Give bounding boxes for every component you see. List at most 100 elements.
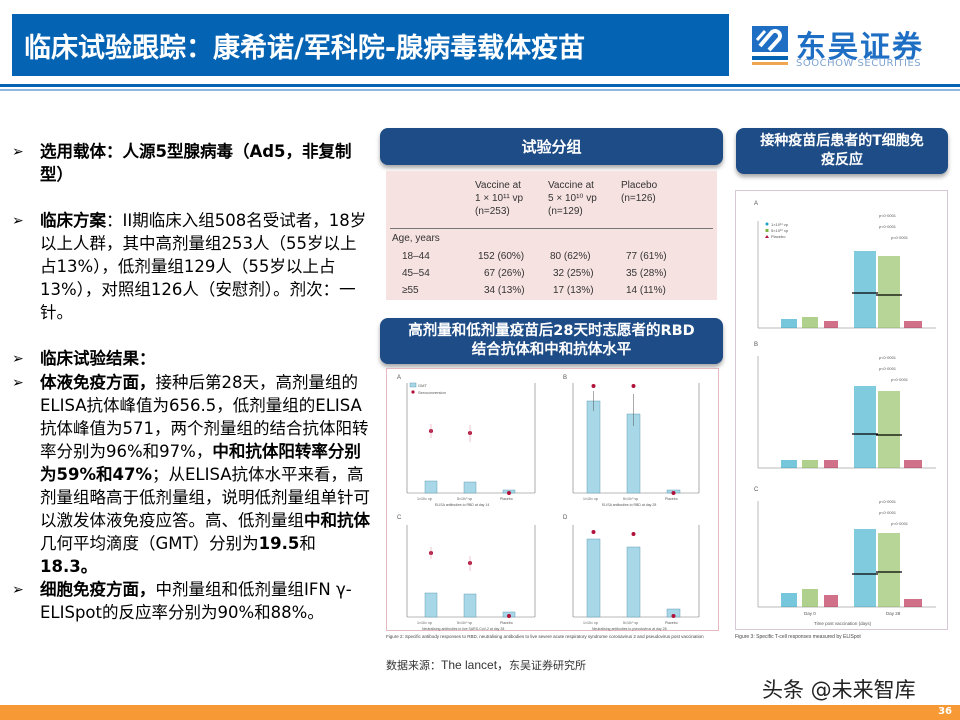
svg-text:1×10¹¹ vp: 1×10¹¹ vp (417, 497, 432, 501)
table-cell: 14 (11%) (626, 285, 666, 296)
svg-text:ELISA antibodies to RBD at day: ELISA antibodies to RBD at day 14 (435, 503, 489, 507)
svg-text:C: C (754, 487, 759, 493)
arrow-bullet-icon: ➢ (12, 213, 24, 229)
svg-text:p<0·0001: p<0·0001 (879, 366, 897, 371)
table-col-header: Vaccine at 1 × 10¹¹ vp (n=253) (475, 180, 524, 217)
arrow-bullet-icon: ➢ (12, 375, 24, 391)
svg-text:ELISA antibodies to RBD at day: ELISA antibodies to RBD at day 28 (602, 503, 656, 507)
arrow-bullet-icon: ➢ (12, 582, 24, 598)
svg-text:p<0·0001: p<0·0001 (891, 235, 909, 240)
svg-text:p<0·0001: p<0·0001 (891, 521, 909, 526)
svg-text:p<0·0001: p<0·0001 (879, 499, 897, 504)
bullet-text: 几何平均滴度（GMT）分别为 (40, 534, 259, 553)
table-header: Vaccine at 1 × 10¹¹ vp (n=253) Vaccine at 5… (390, 179, 713, 229)
left-text-column: ➢ 选用载体：人源5型腺病毒（Ad5，非复制型） ➢ 临床方案：II期临床入组5… (12, 140, 372, 624)
svg-text:Placebo: Placebo (500, 497, 513, 501)
bullet-label: 临床方案 (40, 211, 106, 230)
svg-text:GMT: GMT (418, 383, 427, 388)
tcell-scatter-plots: A 1×10¹¹ vp 5×10¹⁰ vp Placebo p<0·0001 p… (754, 201, 936, 626)
bullet-label: 选用载体： (40, 142, 123, 161)
arrow-bullet-icon: ➢ (12, 144, 24, 160)
svg-text:p<0·0001: p<0·0001 (879, 224, 897, 229)
groups-panel-title: 试验分组 (380, 128, 723, 165)
svg-text:5×10¹⁰ vp: 5×10¹⁰ vp (457, 497, 472, 501)
svg-text:p<0·0001: p<0·0001 (879, 213, 897, 218)
table-cell: 34 (13%) (484, 285, 525, 296)
table-cell: 67 (26%) (484, 268, 525, 279)
bullet-humoral: ➢ 体液免疫方面，接种后第28天，高剂量组的ELISA抗体峰值为656.5，低剂… (12, 371, 372, 578)
bullet-label: 临床试验结果： (40, 349, 156, 368)
bullet-label: 细胞免疫方面， (40, 580, 156, 599)
svg-text:5×10¹⁰ vp: 5×10¹⁰ vp (771, 228, 789, 233)
table-row: ≥55 34 (13%) 17 (13%) 14 (11%) (386, 285, 717, 303)
panel-title-text: 试验分组 (521, 138, 582, 156)
svg-text:1×10¹¹ vp: 1×10¹¹ vp (583, 497, 598, 501)
table-cell: 77 (61%) (626, 251, 667, 262)
svg-text:p<0·0001: p<0·0001 (879, 355, 897, 360)
table-row: 18–44 152 (60%) 80 (62%) 77 (61%) (386, 251, 717, 269)
table-cell: 35 (28%) (626, 268, 667, 279)
svg-text:Placebo: Placebo (771, 234, 786, 239)
antibody-panel-title: 高剂量和低剂量疫苗后28天时志愿者的RBD 结合抗体和中和抗体水平 (380, 318, 723, 364)
svg-text:5×10¹⁰ vp: 5×10¹⁰ vp (623, 497, 638, 501)
table-cell: ≥55 (402, 285, 419, 296)
svg-text:Day 28: Day 28 (886, 611, 901, 616)
panel-title-line2: 疫反应 (821, 152, 863, 168)
svg-text:1×10¹¹ vp: 1×10¹¹ vp (771, 222, 789, 227)
table-col-header: Vaccine at 5 × 10¹⁰ vp (n=129) (548, 180, 597, 217)
table-cell: 80 (62%) (550, 251, 591, 262)
header-rule (0, 84, 960, 87)
bullet-text: 和 (299, 534, 316, 553)
watermark: 头条 @未来智库 (762, 678, 916, 702)
bullet-text: 接种后第28天，高剂量组的ELISA抗体峰值为656.5，低剂量组的ELISA抗… (40, 373, 369, 461)
table-cell: 45–54 (402, 268, 430, 279)
tcell-elispot-chart: A 1×10¹¹ vp 5×10¹⁰ vp Placebo p<0·0001 p… (735, 190, 948, 630)
bullet-label: 体液免疫方面， (40, 373, 156, 392)
table-cell: Age, years (392, 233, 440, 244)
svg-text:B: B (563, 375, 567, 381)
arrow-bullet-icon: ➢ (12, 351, 24, 367)
svg-text:p<0·0001: p<0·0001 (879, 510, 897, 515)
table-cell: 152 (60%) (478, 251, 525, 262)
svg-text:D: D (563, 515, 568, 521)
page-number: 36 (938, 706, 952, 717)
svg-text:Neutralising antibodies to pse: Neutralising antibodies to pseudovirus a… (592, 627, 667, 631)
svg-text:Seroconversion: Seroconversion (418, 390, 446, 395)
antibody-bar-charts: A GMT Seroconversion 1×10¹¹ vp 5×10¹⁰ vp… (397, 375, 700, 631)
bullet-protocol: ➢ 临床方案：II期临床入组508名受试者，18岁以上人群，其中高剂量组253人… (12, 209, 372, 324)
logo-text-cn: 东吴证券 (796, 30, 924, 65)
logo-text-en: SOOCHOW SECURITIES (796, 58, 922, 69)
logo-stripe-orange (752, 62, 788, 65)
svg-text:1×10¹¹ vp: 1×10¹¹ vp (417, 621, 432, 625)
source-en: The lancet， (441, 658, 510, 672)
table-cell: 32 (25%) (553, 268, 594, 279)
header-rule-light (0, 89, 960, 91)
logo-mark-icon (752, 26, 788, 52)
svg-text:Placebo: Placebo (665, 621, 678, 625)
table-section-row: Age, years (386, 233, 717, 251)
svg-text:1×10¹¹ vp: 1×10¹¹ vp (583, 621, 598, 625)
svg-text:A: A (397, 375, 401, 381)
table-col-header: Placebo (n=126) (621, 180, 658, 204)
bullet-vector: ➢ 选用载体：人源5型腺病毒（Ad5，非复制型） (12, 140, 372, 186)
data-source: 数据来源：The lancet，东吴证券研究所 (386, 656, 586, 673)
svg-text:Day 0: Day 0 (804, 611, 816, 616)
footer-bar (0, 705, 960, 720)
bullet-bold: 中和抗体 (304, 511, 370, 530)
figure2-caption: Figure 2: Specific antibody responses to… (386, 634, 704, 639)
bullet-results: ➢ 临床试验结果： (12, 347, 372, 371)
table-row: 45–54 67 (26%) 32 (25%) 35 (28%) (386, 268, 717, 286)
bullet-text: ：II期临床入组508名受试者，18岁以上人群，其中高剂量组253人（55岁以上… (40, 211, 367, 322)
source-cn: 东吴证券研究所 (509, 659, 587, 672)
svg-text:5×10¹⁰ vp: 5×10¹⁰ vp (623, 621, 638, 625)
table-cell: 17 (13%) (553, 285, 594, 296)
logo-stripe (752, 56, 788, 60)
bullet-text: ；从ELISA抗体水平来看，高剂量组略高于低剂量组，说明低剂量组单针可以激发体液… (40, 465, 370, 530)
panel-title-line2: 结合抗体和中和抗体水平 (471, 342, 632, 358)
svg-text:B: B (754, 342, 758, 348)
antibody-chart-figure: A GMT Seroconversion 1×10¹¹ vp 5×10¹⁰ vp… (386, 368, 719, 631)
svg-text:Time post vaccination (days): Time post vaccination (days) (814, 621, 872, 626)
bullet-bold: 中和抗体阳转率分别为59%和47% (40, 442, 361, 484)
bullet-cellular: ➢ 细胞免疫方面，中剂量组和低剂量组IFN γ-ELISpot的反应率分别为90… (12, 578, 372, 624)
figure3-caption: Figure 3: Specific T-cell responses meas… (735, 634, 861, 640)
